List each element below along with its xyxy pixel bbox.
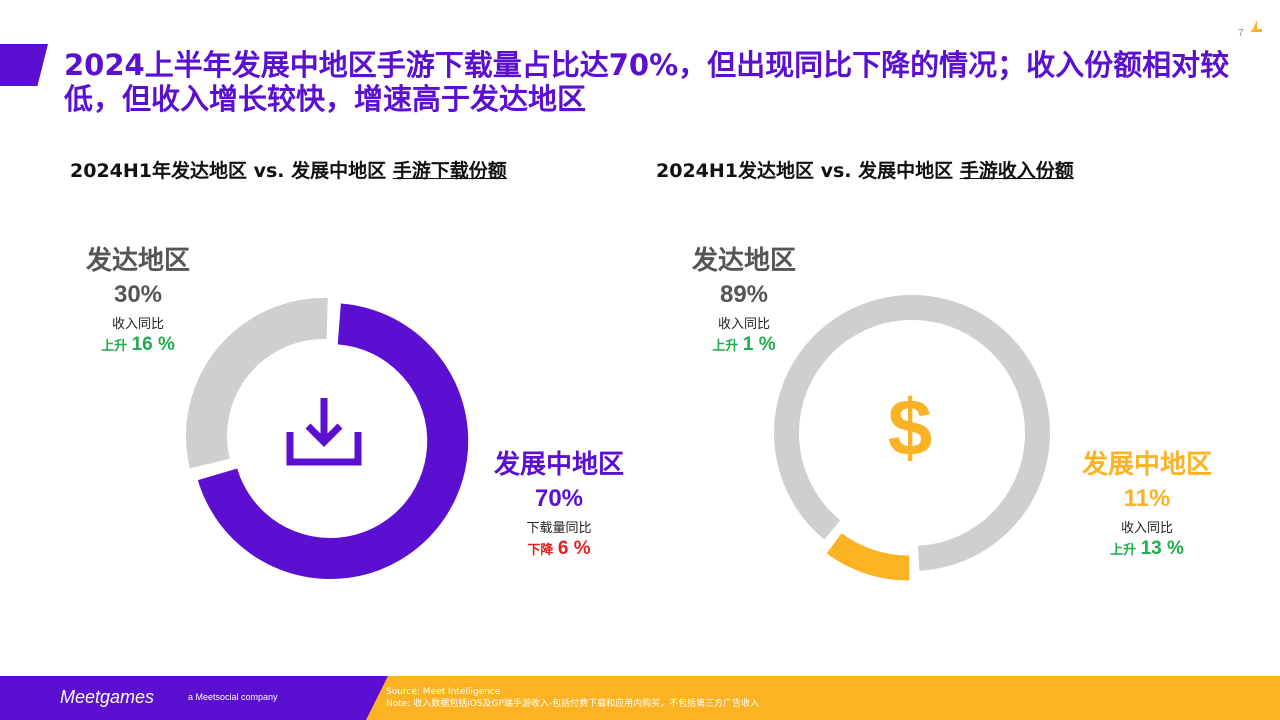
footer-note-band <box>366 676 1280 720</box>
left-developed-change: 上升 16 % <box>60 334 216 356</box>
left-developed-name: 发达地区 <box>85 246 190 276</box>
brand-tagline: a Meetsocial company <box>188 692 278 702</box>
corner-logo-mark-icon <box>1250 20 1262 32</box>
right-developed-change-value: 1 % <box>742 334 776 355</box>
left-developing-share: 70% <box>534 485 584 512</box>
left-developing-metric: 下载量同比 <box>526 521 592 536</box>
right-subtitle-main: 2024H1发达地区 vs. 发展中地区 <box>656 160 960 182</box>
left-subtitle-main: 2024H1年发达地区 vs. 发展中地区 <box>70 160 393 182</box>
right-developing-name: 发展中地区 <box>1081 450 1212 480</box>
right-developed-name: 发达地区 <box>691 246 796 276</box>
source-text: Source: Meet Intelligence <box>386 687 501 697</box>
left-developed-change-value: 16 % <box>131 334 175 355</box>
download-share-donut-chart <box>186 298 469 580</box>
right-developing-change-value: 13 % <box>1140 538 1184 559</box>
left-developing-label: 发展中地区 70% 下载量同比 下降 6 % <box>486 444 632 560</box>
download-icon <box>286 398 362 466</box>
left-subtitle-underlined: 手游下载份额 <box>392 160 507 182</box>
right-subtitle-underlined: 手游收入份额 <box>959 160 1074 182</box>
right-developing-direction: 上升 <box>1110 543 1137 558</box>
revenue-share-donut-chart <box>774 295 1050 581</box>
left-developed-direction: 上升 <box>101 339 128 354</box>
right-developing-change: 上升 13 % <box>1074 538 1220 560</box>
right-developing-share: 11% <box>1123 485 1171 512</box>
left-chart-subtitle: 2024H1年发达地区 vs. 发展中地区 手游下载份额 <box>70 156 507 183</box>
donut-slice-developing <box>197 303 469 580</box>
brand-logo: Meetgames <box>60 687 155 707</box>
page-title: 2024上半年发展中地区手游下载量占比达70%，但出现同比下降的情况；收入份额相… <box>64 48 1230 116</box>
dollar-icon: $ <box>887 383 933 472</box>
footer-source: Source: Meet Intelligence Note: 收入数据包括iO… <box>386 686 759 710</box>
page-number: 7 <box>1238 28 1244 39</box>
donut-slice-developed <box>186 298 328 469</box>
right-developed-direction: 上升 <box>712 339 739 354</box>
left-developing-change: 下降 6 % <box>486 538 632 560</box>
donut-slice-developing <box>826 533 910 581</box>
left-developing-direction: 下降 <box>527 543 554 558</box>
right-chart-subtitle: 2024H1发达地区 vs. 发展中地区 手游收入份额 <box>656 156 1074 183</box>
right-developed-change: 上升 1 % <box>666 334 822 356</box>
title-accent-bar <box>0 44 48 86</box>
note-text: Note: 收入数据包括iOS及GP端手游收入-包括付费下载和应用内购买，不包括… <box>386 699 760 709</box>
right-developed-label: 发达地区 89% 收入同比 上升 1 % <box>666 240 822 356</box>
left-developed-metric: 收入同比 <box>111 317 164 332</box>
left-developed-label: 发达地区 30% 收入同比 上升 16 % <box>60 240 216 356</box>
footer-brand-band <box>0 676 420 720</box>
left-developing-name: 发展中地区 <box>493 450 624 480</box>
left-developing-change-value: 6 % <box>557 538 591 559</box>
right-developing-label: 发展中地区 11% 收入同比 上升 13 % <box>1074 444 1220 560</box>
right-developed-share: 89% <box>719 281 769 308</box>
right-developing-metric: 收入同比 <box>1120 521 1173 536</box>
right-developed-metric: 收入同比 <box>717 317 770 332</box>
left-developed-share: 30% <box>113 281 163 308</box>
